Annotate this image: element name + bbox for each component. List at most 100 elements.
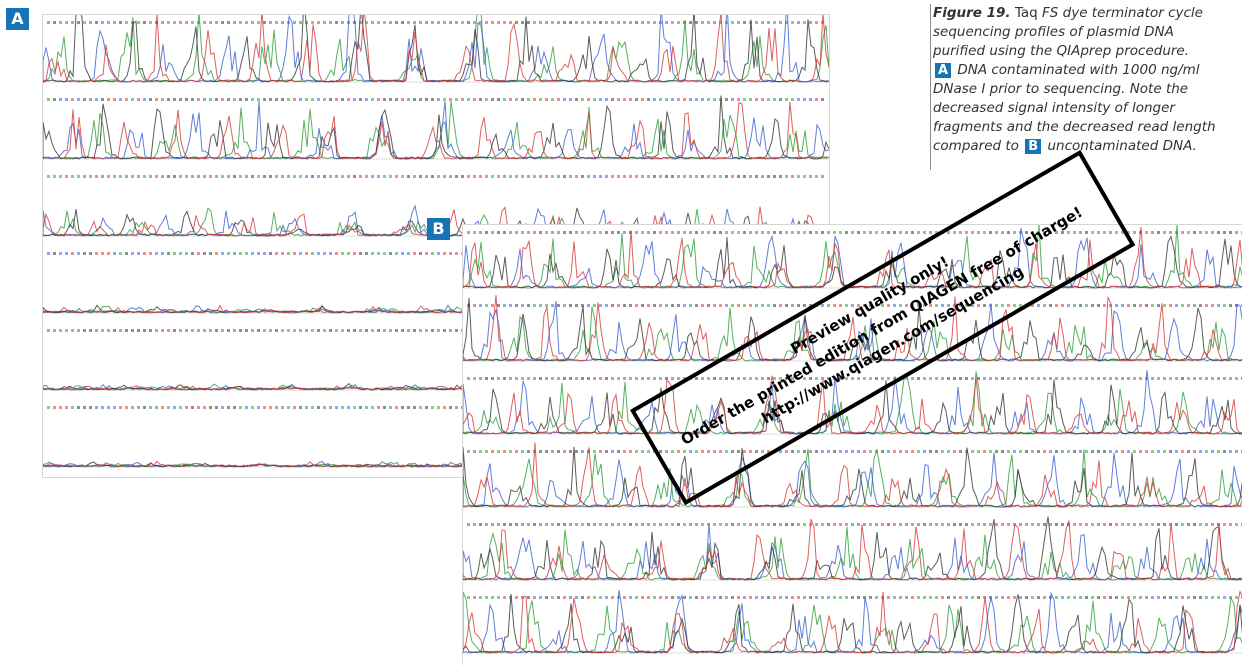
base-call-mark [293,21,296,24]
base-call-mark [185,329,188,332]
base-call-mark [365,175,368,178]
base-call-mark [611,21,614,24]
base-call-mark [497,175,500,178]
base-call-mark [401,406,404,409]
base-call-mark [377,252,380,255]
base-call-mark [1205,596,1208,599]
base-call-mark [1139,377,1142,380]
base-call-mark [1073,450,1076,453]
base-call-mark [293,98,296,101]
base-call-mark [977,596,980,599]
base-call-mark [233,175,236,178]
base-call-mark [383,406,386,409]
base-call-mark [1043,231,1046,234]
base-call-mark [173,175,176,178]
base-call-mark [1175,450,1178,453]
base-call-mark [533,175,536,178]
base-call-mark [971,231,974,234]
base-call-mark [731,231,734,234]
base-call-mark [743,304,746,307]
base-call-mark [551,377,554,380]
panel-a-label: A [6,8,29,30]
base-call-mark [671,231,674,234]
base-call-mark [83,21,86,24]
base-call-mark [1079,596,1082,599]
base-call-mark [593,175,596,178]
base-call-mark [95,175,98,178]
base-call-mark [143,21,146,24]
base-call-mark [527,175,530,178]
base-call-mark [65,21,68,24]
base-call-mark [773,231,776,234]
base-call-mark [545,231,548,234]
base-call-mark [365,98,368,101]
base-call-mark [1145,450,1148,453]
base-call-mark [1013,377,1016,380]
base-call-mark [665,523,668,526]
base-call-mark [851,596,854,599]
base-call-mark [545,450,548,453]
base-call-mark [155,252,158,255]
base-call-mark [1115,596,1118,599]
base-call-mark [485,377,488,380]
base-call-mark [53,98,56,101]
base-call-mark [1049,231,1052,234]
base-call-mark [1235,450,1238,453]
base-call-mark [143,175,146,178]
base-call-mark [509,175,512,178]
base-call-mark [533,21,536,24]
base-call-mark [791,175,794,178]
base-call-mark [125,175,128,178]
base-call-mark [521,231,524,234]
base-call-mark [197,406,200,409]
base-call-mark [275,252,278,255]
base-call-mark [437,98,440,101]
base-call-mark [1085,304,1088,307]
base-call-mark [149,175,152,178]
base-call-mark [863,377,866,380]
base-call-mark [209,175,212,178]
base-call-mark [797,596,800,599]
base-call-mark [881,450,884,453]
base-call-mark [89,406,92,409]
base-call-mark [893,523,896,526]
base-call-mark [629,377,632,380]
base-call-mark [287,406,290,409]
base-call-mark [71,329,74,332]
base-call-mark [803,377,806,380]
base-call-mark [269,329,272,332]
base-call-mark [515,523,518,526]
base-call-mark [167,252,170,255]
base-call-mark [797,450,800,453]
caption-line-8-post: uncontaminated DNA. [1047,138,1197,154]
channel-trace [463,516,1242,581]
base-call-mark [665,98,668,101]
base-call-mark [1103,231,1106,234]
base-call-mark [83,98,86,101]
base-call-mark [1061,377,1064,380]
base-call-mark [617,450,620,453]
base-call-mark [665,377,668,380]
base-call-mark [245,329,248,332]
base-call-mark [689,21,692,24]
base-call-mark [1121,596,1124,599]
base-call-mark [581,175,584,178]
base-call-mark [623,175,626,178]
base-call-mark [737,175,740,178]
base-call-mark [707,304,710,307]
base-call-mark [1169,596,1172,599]
base-call-mark [605,377,608,380]
base-call-mark [767,231,770,234]
base-call-mark [623,596,626,599]
base-call-mark [179,175,182,178]
base-call-mark [953,377,956,380]
base-call-mark [995,523,998,526]
base-call-mark [491,231,494,234]
caption-taq: Taq [1014,5,1038,21]
base-call-mark [449,252,452,255]
base-call-mark [1097,450,1100,453]
base-call-mark [329,21,332,24]
base-call-mark [503,175,506,178]
base-call-mark [785,231,788,234]
base-call-mark [977,377,980,380]
